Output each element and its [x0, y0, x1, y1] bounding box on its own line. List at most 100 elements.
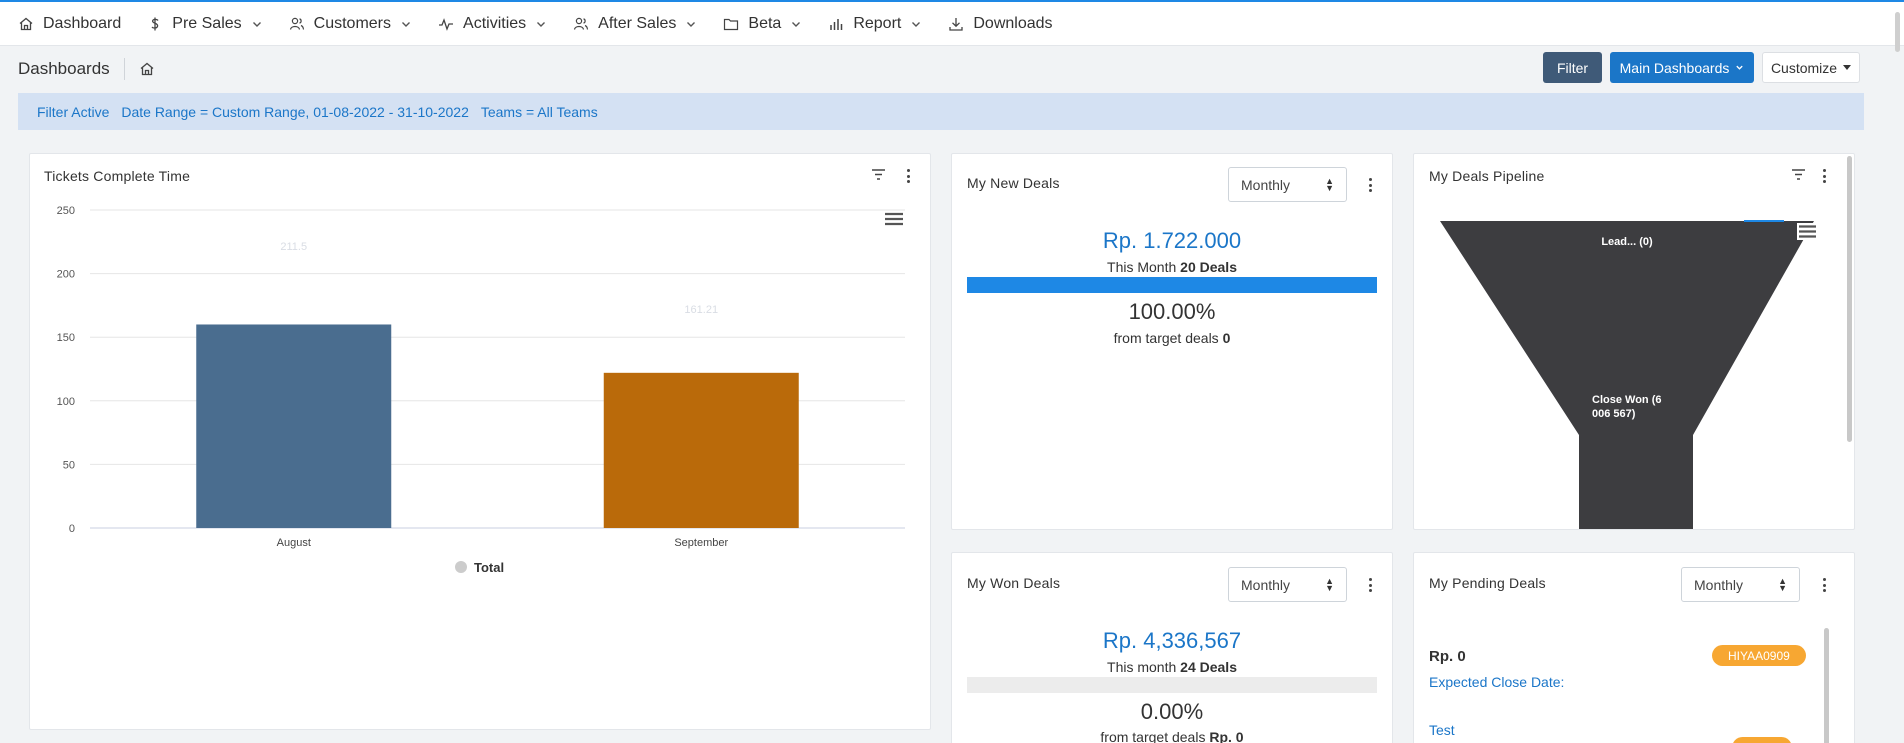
page-title: Dashboards	[18, 59, 110, 78]
period-select-value: Monthly	[1241, 176, 1291, 193]
expected-close-date[interactable]: Expected Close Date:	[1429, 674, 1565, 690]
filter-status-bar: Filter Active Date Range = Custom Range,…	[18, 93, 1864, 130]
card-scrollbar[interactable]	[1824, 628, 1829, 743]
this-month-label: This month	[1107, 659, 1177, 675]
nav-item-activities[interactable]: Activities	[438, 15, 547, 33]
period-select[interactable]: Monthly ▲ ▼	[1228, 567, 1347, 602]
legend-marker	[455, 561, 467, 573]
chevron-down-icon	[790, 18, 802, 30]
card-title: My Pending Deals	[1429, 575, 1546, 591]
won-deals-percent: 0.00%	[1140, 699, 1204, 724]
header-divider	[123, 58, 125, 80]
chevron-down-icon	[251, 18, 263, 30]
pending-deal-next-title[interactable]: Test	[1429, 722, 1455, 738]
period-select-value: Monthly	[1694, 576, 1744, 593]
nav-item-label: Beta	[748, 14, 782, 32]
chevron-down-icon	[910, 18, 922, 30]
y-tick-label: 150	[57, 332, 75, 344]
funnel-top-label: Lead... (0)	[1601, 236, 1653, 248]
customize-label: Customize	[1770, 59, 1838, 76]
period-select[interactable]: Monthly ▲ ▼	[1681, 567, 1800, 602]
chevron-down-icon	[1735, 63, 1744, 72]
target-label: from target deals	[1100, 729, 1206, 743]
new-deals-amount: Rp. 1.722.000	[1102, 228, 1242, 253]
won-deals-progress-bar	[967, 677, 1377, 693]
card-title: Tickets Complete Time	[44, 168, 191, 184]
nav-item-pre-sales[interactable]: Pre Sales	[147, 15, 262, 33]
filter-icon[interactable]	[1792, 169, 1805, 180]
period-select[interactable]: Monthly ▲ ▼	[1228, 167, 1347, 202]
deal-code-badge: HIYAA0909	[1712, 645, 1806, 666]
nav-item-beta[interactable]: Beta	[723, 15, 802, 33]
nav-item-label: Activities	[463, 14, 527, 32]
more-options-icon[interactable]	[1822, 169, 1826, 183]
new-deals-target: from target deals 0	[952, 330, 1392, 346]
page-scrollbar[interactable]	[1895, 12, 1900, 52]
next-deal-badge	[1732, 737, 1792, 743]
caret-down-icon	[1843, 64, 1852, 71]
target-value: Rp. 0	[1209, 729, 1244, 743]
tickets-bar-chart: 0 50 100 150 200 250 August 211.5 September 161.2…	[57, 205, 905, 575]
filter-active-label: Filter Active	[37, 103, 110, 120]
filter-icon[interactable]	[872, 169, 885, 180]
y-tick-label: 0	[69, 523, 75, 535]
x-tick-label: September	[674, 537, 728, 549]
won-deals-target: from target deals Rp. 0	[952, 729, 1392, 743]
bar-chart-icon	[828, 16, 844, 32]
more-options-icon[interactable]	[1822, 578, 1826, 592]
chevron-down-icon	[685, 18, 697, 30]
chart-menu-icon[interactable]	[1797, 223, 1818, 240]
nav-item-label: Pre Sales	[172, 14, 242, 32]
more-options-icon[interactable]	[1368, 578, 1372, 592]
card-title: My New Deals	[967, 175, 1060, 191]
filter-date-range: Date Range = Custom Range, 01-08-2022 - …	[121, 103, 469, 120]
bar-september	[603, 372, 799, 528]
chevron-down-icon	[535, 18, 547, 30]
my-pending-deals-card: My Pending Deals Monthly ▲ ▼ Rp. 0 Expect…	[1413, 552, 1855, 743]
filter-teams: Teams = All Teams	[480, 103, 598, 120]
progress-fill	[967, 277, 1377, 293]
users-icon	[289, 16, 305, 32]
my-won-deals-card: My Won Deals Monthly ▲ ▼ Rp. 4,336,567 Th…	[951, 552, 1393, 743]
select-arrows-icon: ▲ ▼	[1778, 576, 1787, 593]
nav-item-report[interactable]: Report	[828, 15, 922, 33]
this-month-label: This Month	[1107, 259, 1177, 275]
filter-button[interactable]: Filter	[1543, 52, 1602, 83]
my-deals-pipeline-card: My Deals Pipeline Lead... (0) Close Won …	[1413, 153, 1855, 530]
period-select-value: Monthly	[1241, 576, 1291, 593]
y-tick-label: 250	[57, 205, 75, 217]
page-header: Dashboards Filter Main Dashboards Custom…	[0, 46, 1904, 92]
card-title: My Deals Pipeline	[1429, 168, 1545, 184]
nav-item-label: Downloads	[973, 14, 1053, 32]
activity-icon	[438, 16, 454, 32]
new-deals-percent: 100.00%	[1128, 299, 1216, 324]
deals-count: 24 Deals	[1180, 659, 1237, 675]
users-icon	[573, 16, 589, 32]
nav-item-customers[interactable]: Customers	[289, 15, 412, 33]
chevron-down-icon	[400, 18, 412, 30]
nav-item-downloads[interactable]: Downloads	[948, 14, 1053, 33]
x-tick-label: August	[277, 537, 311, 549]
funnel-bottom-label-2: 006 567)	[1592, 408, 1636, 420]
more-options-icon[interactable]	[1368, 178, 1372, 192]
more-options-icon[interactable]	[906, 169, 910, 183]
download-icon	[948, 16, 964, 32]
funnel-stage-shape	[1440, 221, 1814, 529]
won-deals-this-month: This month 24 Deals	[952, 659, 1392, 675]
main-dashboards-button[interactable]: Main Dashboards	[1610, 52, 1754, 83]
customize-button[interactable]: Customize	[1762, 52, 1860, 83]
home-icon[interactable]	[139, 61, 155, 77]
my-new-deals-card: My New Deals Monthly ▲ ▼ Rp. 1.722.000 Th…	[951, 153, 1393, 530]
nav-item-label: Report	[853, 14, 902, 32]
nav-item-dashboard[interactable]: Dashboard	[18, 15, 121, 33]
nav-item-after-sales[interactable]: After Sales	[573, 15, 697, 33]
select-arrows-icon: ▲ ▼	[1325, 176, 1334, 193]
card-scrollbar[interactable]	[1847, 156, 1852, 442]
chart-menu-icon[interactable]	[885, 212, 903, 226]
y-tick-label: 50	[63, 459, 75, 471]
new-deals-this-month: This Month 20 Deals	[952, 259, 1392, 275]
y-tick-label: 100	[57, 396, 75, 408]
card-title: My Won Deals	[967, 575, 1061, 591]
pending-deal-item[interactable]: Rp. 0 Expected Close Date:	[1429, 648, 1809, 690]
home-icon	[18, 16, 34, 32]
